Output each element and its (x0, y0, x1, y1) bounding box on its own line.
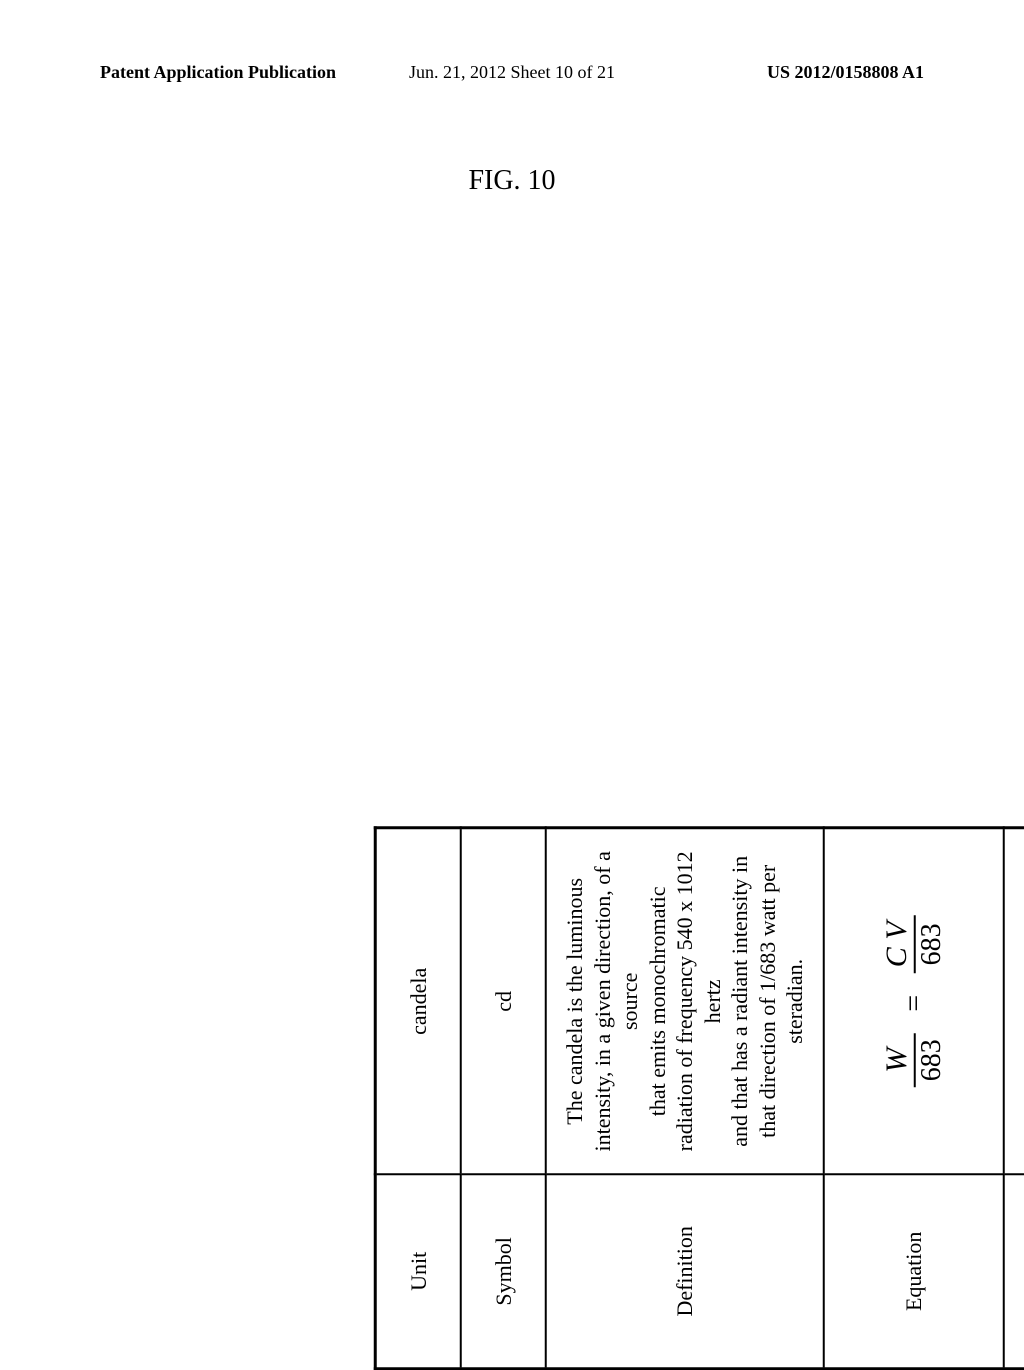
equation-lhs-fraction: W 683 (879, 1033, 947, 1087)
equation-rhs-num: C V (879, 915, 915, 973)
equation-rhs-den: 683 (915, 915, 947, 973)
dimensionless-label: Dimensionless number (1003, 1174, 1024, 1368)
equation-label: Equation (823, 1174, 1003, 1368)
table-row: Dimensionless number 2.209 649 335 612 5… (1003, 828, 1024, 1369)
header-right: US 2012/0158808 A1 (767, 62, 924, 83)
symbol-label: Symbol (461, 1174, 546, 1368)
equation-lhs-num: W (879, 1033, 915, 1087)
definition-value: The candela is the luminous intensity, i… (546, 828, 824, 1175)
table-row: Symbol cd (461, 828, 546, 1369)
symbol-value: cd (461, 828, 546, 1175)
dimensionless-value: 2.209 649 335 612 525 598 421 916 811 21… (1003, 828, 1024, 1175)
equation-value: W 683 = C V 683 (823, 828, 1003, 1175)
equation-lhs-den: 683 (915, 1033, 947, 1087)
definition-line3: and that has a radiant intensity in that… (727, 856, 807, 1147)
definition-label: Definition (546, 1174, 824, 1368)
definition-table: Unit candela Symbol cd Definition The ca… (374, 826, 1024, 1370)
page-header: Patent Application Publication Jun. 21, … (100, 62, 924, 83)
header-center: Jun. 21, 2012 Sheet 10 of 21 (409, 62, 615, 83)
table-row: Definition The candela is the luminous i… (546, 828, 824, 1369)
equation-rhs-fraction: C V 683 (879, 915, 947, 973)
equation-equals: = (896, 995, 929, 1012)
header-left: Patent Application Publication (100, 62, 336, 82)
unit-label: Unit (375, 1174, 461, 1368)
rotated-table-wrap: Unit candela Symbol cd Definition The ca… (374, 826, 1024, 1370)
page-container: Patent Application Publication Jun. 21, … (0, 0, 1024, 1320)
definition-line2: that emits monochromatic radiation of fr… (644, 851, 724, 1151)
table-row: Equation W 683 = C V 683 (823, 828, 1003, 1369)
unit-value: candela (375, 828, 461, 1175)
figure-caption: FIG. 10 (468, 165, 555, 197)
table-row: Unit candela (375, 828, 461, 1369)
definition-line1: The candela is the luminous intensity, i… (562, 851, 642, 1151)
